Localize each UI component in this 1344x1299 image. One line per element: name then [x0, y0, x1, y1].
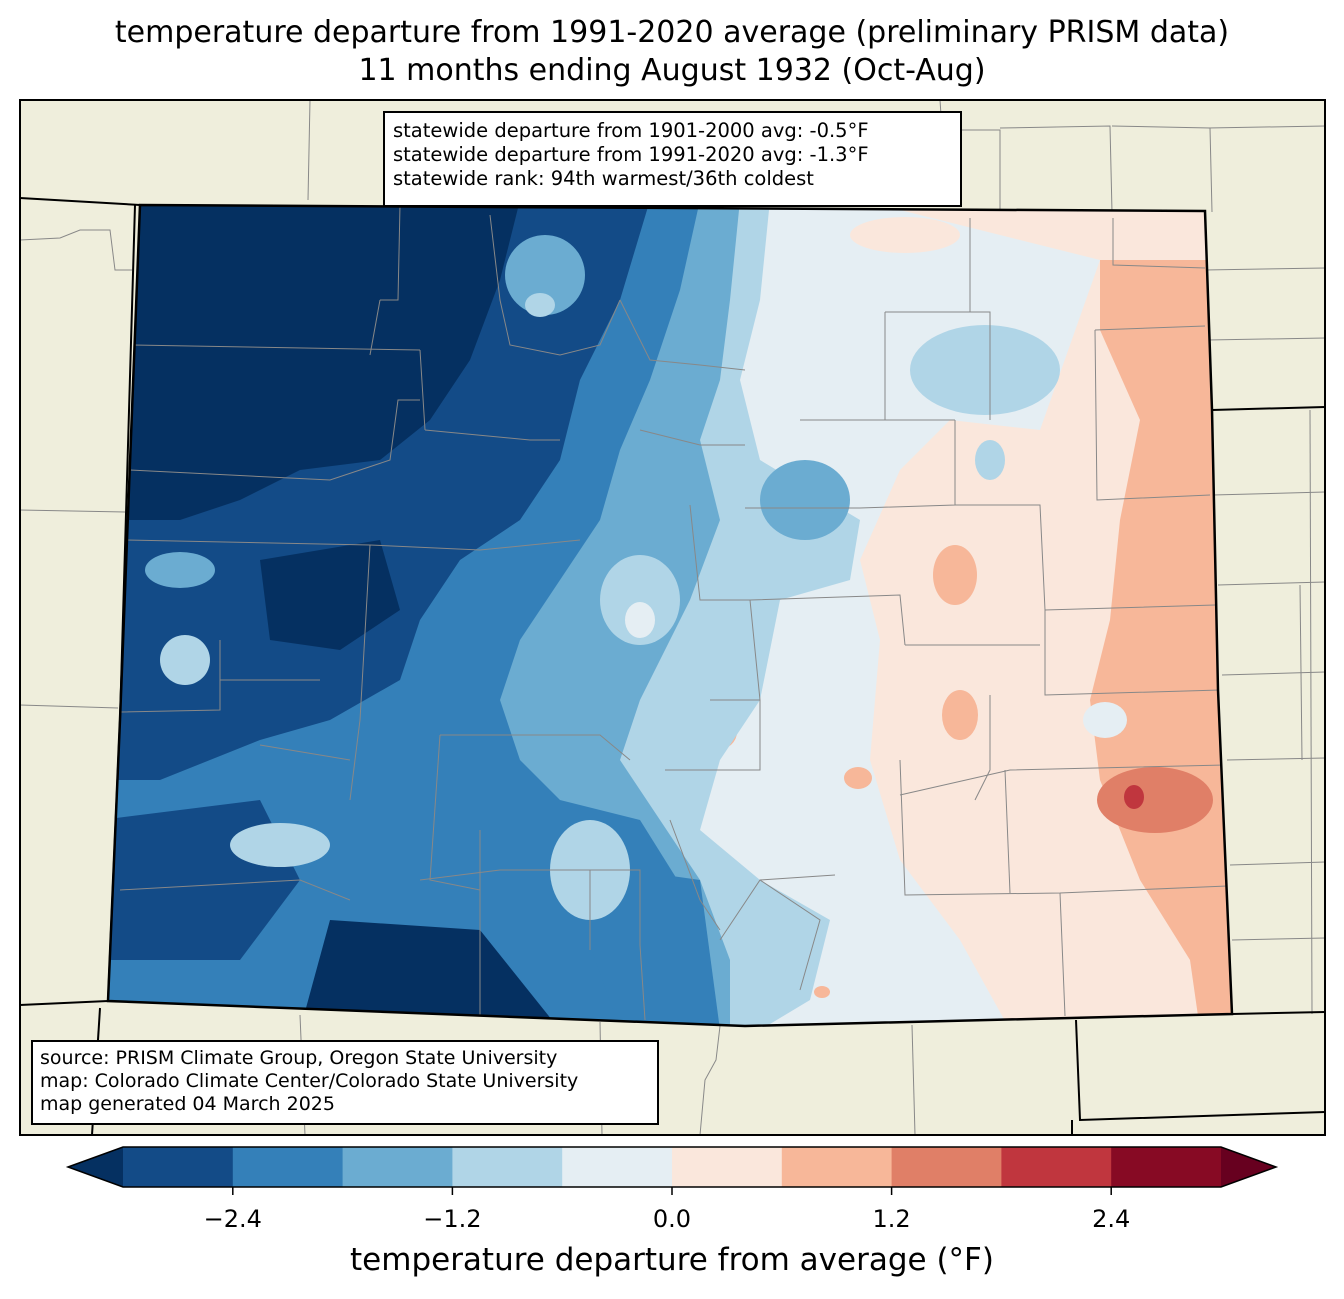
colorbar-over-arrow — [1221, 1147, 1276, 1187]
colorbar-bin — [452, 1147, 563, 1187]
colorbar-tick-label: −2.4 — [203, 1205, 262, 1233]
colorbar-bin — [1001, 1147, 1112, 1187]
source-line-3: map generated 04 March 2025 — [40, 1093, 335, 1115]
source-credits-box: source: PRISM Climate Group, Oregon Stat… — [31, 1040, 659, 1125]
temperature-field — [108, 205, 1232, 1026]
title-line-2: 11 months ending August 1932 (Oct-Aug) — [358, 53, 986, 88]
title-line-1: temperature departure from 1991-2020 ave… — [114, 15, 1230, 50]
colorbar-tick-label: 1.2 — [872, 1205, 911, 1233]
colorbar-tick-label: 0.0 — [652, 1205, 692, 1233]
colorbar-bin — [781, 1147, 893, 1187]
map-frame — [19, 99, 1326, 1136]
colorado-border — [106, 203, 1234, 1028]
colorbar-outline — [65, 1146, 1279, 1188]
map-title: temperature departure from 1991-2020 ave… — [0, 14, 1344, 90]
source-line-2: map: Colorado Climate Center/Colorado St… — [40, 1070, 579, 1092]
source-line-1: source: PRISM Climate Group, Oregon Stat… — [40, 1047, 558, 1069]
colorbar-ticks — [232, 1187, 1112, 1195]
colorbar-bin — [891, 1147, 1002, 1187]
colorbar-bin — [562, 1147, 673, 1187]
stats-line-2: statewide departure from 1991-2020 avg: … — [393, 143, 869, 166]
statewide-stats-box: statewide departure from 1901-2000 avg: … — [383, 111, 962, 207]
colorbar-under-arrow — [68, 1147, 123, 1187]
colorbar-tick-label: −1.2 — [423, 1205, 482, 1233]
stats-line-1: statewide departure from 1901-2000 avg: … — [393, 119, 869, 142]
county-lines — [119, 205, 1229, 1021]
colorbar-bin — [232, 1147, 344, 1187]
colorbar-bin — [1111, 1147, 1222, 1187]
stats-line-3: statewide rank: 94th warmest/36th coldes… — [393, 167, 814, 190]
colorbar-bin — [123, 1147, 234, 1187]
colorbar-bin — [672, 1147, 783, 1187]
colorbar-bin — [342, 1147, 453, 1187]
colorbar-tick-label: 2.4 — [1092, 1205, 1131, 1233]
colorbar-label: temperature departure from average (°F) — [350, 1242, 994, 1278]
colorbar-bins — [123, 1147, 1222, 1187]
